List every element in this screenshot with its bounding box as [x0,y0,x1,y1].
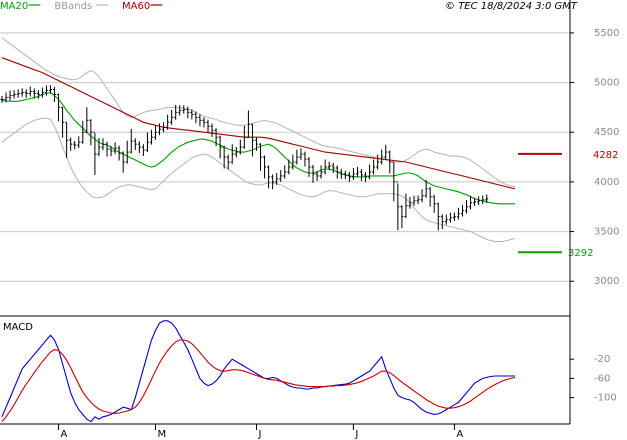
legend: MA20 BBands MA60 [0,1,163,12]
macd-series-group [1,320,516,423]
macd-y-tick-label: -20 [594,354,610,365]
macd-title: MACD [3,322,33,333]
ma20-line [1,91,515,205]
price-y-tick-label: 4500 [594,127,619,138]
price-panel: 3000 3500 4000 4500 5000 5500 4282 3292 [0,28,619,287]
price-levels: 4282 3292 [518,150,618,259]
macd-y-tick-label: -60 [594,373,610,384]
price-y-axis: 3000 3500 4000 4500 5000 5500 [570,28,619,287]
price-y-tick-label: 5000 [594,78,619,89]
price-y-tick-label: 5500 [594,28,619,39]
macd-y-tick-label: -100 [594,393,617,404]
price-series-group [0,37,516,242]
x-tick-label-M: M [157,429,166,440]
bbands-lower-line [1,117,516,242]
level-label-4282: 4282 [593,150,618,161]
legend-label-ma60: MA60 [122,1,150,12]
macd-panel: MACD -20 -60 -100 [1,320,617,423]
x-tick-label-A: A [61,429,68,440]
x-tick-label-J: J [257,429,261,440]
legend-label-ma20: MA20 [0,1,28,12]
macd-line [1,320,515,423]
price-y-tick-label: 4000 [594,177,619,188]
level-label-3292: 3292 [568,248,593,259]
legend-label-bbands: BBands [54,1,92,12]
signal-line [1,339,516,422]
macd-y-axis: -20 -60 -100 [570,354,617,404]
copyright-text: © TEC 18/8/2024 3:0 GMT [445,1,578,12]
price-y-tick-label: 3500 [594,227,619,238]
x-tick-label-A: A [456,429,463,440]
price-y-tick-label: 3000 [594,276,619,287]
x-tick-label-J: J [354,429,358,440]
ma60-line [1,57,516,190]
bbands-upper-line [1,37,516,188]
price-gridlines [0,32,570,282]
price-bars [0,85,489,231]
